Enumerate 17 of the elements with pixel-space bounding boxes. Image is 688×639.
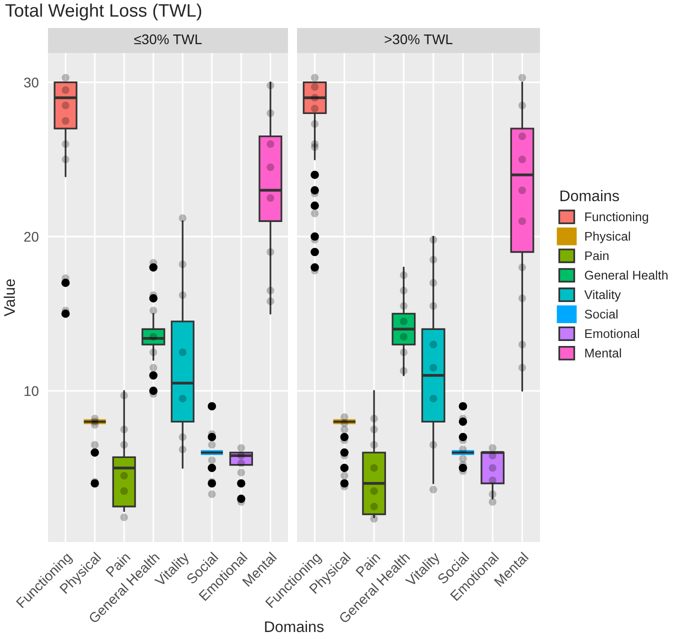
y-tick-label: 30: [24, 78, 38, 88]
chart-subtitle: >30% TWL: [384, 34, 452, 44]
x-axis-title: Domains: [265, 620, 324, 632]
legend-label: Vitality: [584, 290, 621, 302]
legend-label: Pain: [585, 251, 608, 260]
legend-label: Functioning: [585, 212, 648, 224]
legend-label: Mental: [585, 348, 621, 358]
legend-label: General Health: [584, 270, 668, 280]
y-axis-title: Value: [4, 279, 15, 316]
chart-subtitle: ≤30% TWL: [134, 34, 202, 44]
chart-title: Total Weight Loss (TWL): [5, 4, 202, 20]
y-tick-label: 10: [24, 386, 38, 396]
legend-title: Domains: [560, 190, 619, 202]
y-tick-label: 20: [24, 232, 38, 242]
legend-label: Physical: [585, 232, 630, 244]
legend-label: Emotional: [585, 328, 639, 338]
legend-label: Social: [584, 309, 618, 319]
